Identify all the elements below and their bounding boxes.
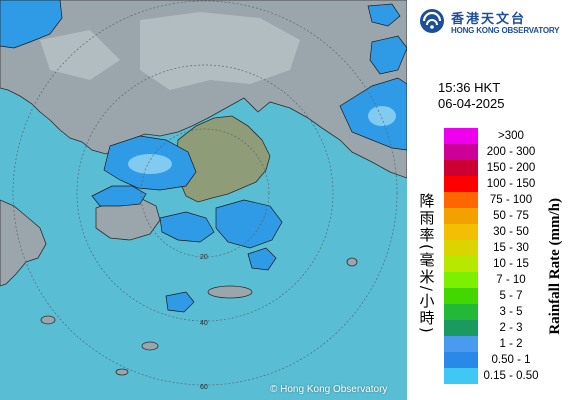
legend-swatch (444, 352, 478, 368)
legend-swatch (444, 160, 478, 176)
light-rain (128, 106, 396, 174)
legend-label: 50 - 75 (493, 210, 529, 222)
light-rain-east (368, 106, 396, 126)
rain-echo-south (165, 291, 195, 313)
legend-swatch (444, 240, 478, 256)
legend-swatch (444, 144, 478, 160)
rain-echo-south-islands (159, 211, 215, 243)
legend-label: 5 - 7 (499, 290, 523, 302)
legend-swatch (444, 368, 478, 384)
legend-label: 15 - 30 (493, 242, 529, 254)
range-ring-20 (140, 128, 270, 258)
legend-swatch (444, 224, 478, 240)
legend-label: 100 - 150 (486, 178, 536, 190)
rain-echoes (0, 0, 407, 313)
observation-time: 15:36 HKT (438, 80, 501, 95)
legend-swatches (444, 128, 478, 384)
range-ring-60 (12, 0, 398, 386)
legend-swatch (444, 320, 478, 336)
range-ring-labels: 20 40 60 (200, 254, 208, 391)
legend-swatch (444, 192, 478, 208)
legend-labels: >300 200 - 300 150 - 200 100 - 150 75 - 100 5… (471, 128, 551, 384)
legend-label: 30 - 50 (493, 226, 529, 238)
legend-swatch (444, 288, 478, 304)
legend-label: 0.50 - 1 (491, 354, 531, 366)
legend-title-english-text: Rainfall Rate (mm/h) (546, 197, 563, 335)
legend-swatch (444, 304, 478, 320)
legend-swatch (444, 256, 478, 272)
copyright-text: © Hong Kong Observatory (270, 384, 388, 395)
range-rings (12, 0, 398, 386)
legend-swatch (444, 336, 478, 352)
legend-swatch (444, 128, 478, 144)
legend-label: >300 (498, 130, 524, 142)
legend-swatch (444, 272, 478, 288)
legend-title-english: Rainfall Rate (mm/h) (537, 146, 573, 386)
legend-title-chinese-text: 降雨率(毫米/小時) (417, 193, 436, 335)
island-south (207, 285, 253, 299)
island-east-small (346, 257, 358, 267)
rain-echo-northeast (369, 35, 407, 75)
legend-swatch (444, 176, 478, 192)
island-south-small (141, 341, 159, 351)
legend-label: 10 - 15 (493, 258, 529, 270)
range-ring-label-60: 60 (200, 384, 208, 391)
legend-label: 2 - 3 (499, 322, 523, 334)
rain-echo-lantau (91, 185, 147, 207)
radar-map-svg: 20 40 60 (0, 0, 407, 400)
radar-map: 20 40 60 © Hong Kong Observatory (0, 0, 407, 400)
range-ring-40 (76, 64, 334, 322)
legend-label: 75 - 100 (489, 194, 533, 206)
logo-chinese-name: 香港天文台 (451, 12, 527, 27)
legend-label: 150 - 200 (486, 162, 536, 174)
legend-title-chinese: 降雨率(毫米/小時) (407, 142, 447, 386)
west-coast-land (0, 199, 47, 287)
observation-date: 06-04-2025 (438, 96, 505, 111)
side-panel: 香港天文台 HONG KONG OBSERVATORY 15:36 HKT 06… (407, 0, 577, 400)
observatory-emblem-icon (420, 9, 444, 33)
island-far-south (115, 368, 129, 376)
light-rain-central (128, 154, 172, 174)
range-ring-label-40: 40 (200, 320, 208, 327)
observatory-logo[interactable]: 香港天文台 HONG KONG OBSERVATORY (415, 5, 575, 39)
hong-kong-land (175, 115, 271, 203)
island-west-small (40, 315, 56, 325)
logo-english-name: HONG KONG OBSERVATORY (451, 26, 560, 35)
range-ring-label-20: 20 (200, 254, 208, 261)
legend-swatch (444, 208, 478, 224)
legend-label: 1 - 2 (499, 338, 523, 350)
legend-label: 0.15 - 0.50 (483, 370, 539, 382)
legend-label: 200 - 300 (486, 146, 536, 158)
rain-echo-northwest (0, 0, 63, 49)
rain-echo-north (367, 3, 401, 27)
legend-label: 3 - 5 (499, 306, 523, 318)
rain-echo-east-islands (247, 247, 277, 271)
mainland-texture (40, 12, 300, 90)
rain-echo-southeast (215, 199, 283, 249)
legend-label: 7 - 10 (496, 274, 526, 286)
